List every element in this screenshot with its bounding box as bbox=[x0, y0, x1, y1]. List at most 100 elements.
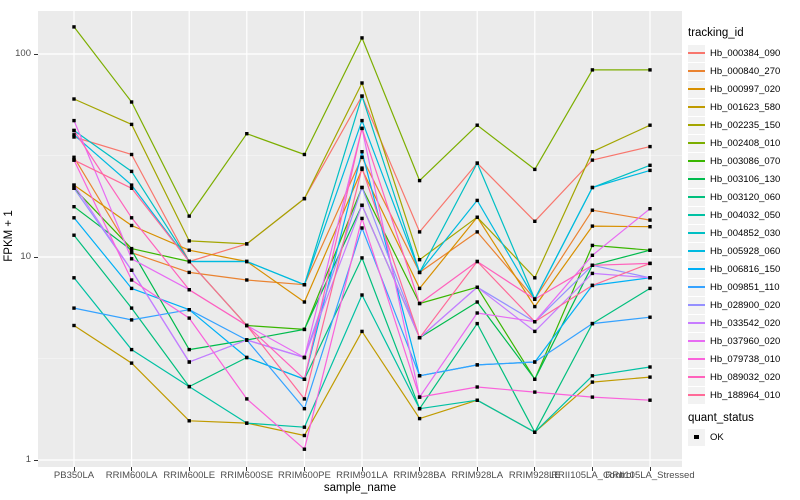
legend-entry-label: Hb_004032_050 bbox=[710, 209, 781, 221]
data-point bbox=[302, 300, 307, 304]
data-point bbox=[72, 118, 76, 123]
data-point bbox=[417, 395, 422, 399]
legend-entry-Hb_001623_580: Hb_001623_580 bbox=[688, 98, 800, 116]
legend-entry-Hb_079738_010: Hb_079738_010 bbox=[688, 350, 800, 368]
legend-key bbox=[688, 386, 705, 404]
data-point bbox=[648, 163, 652, 167]
legend-entry-label: Hb_079738_010 bbox=[710, 353, 781, 365]
legend-entry-label: Hb_004852_030 bbox=[710, 227, 781, 239]
legend-entry-Hb_188964_010: Hb_188964_010 bbox=[688, 386, 800, 404]
data-point bbox=[72, 276, 76, 280]
data-point bbox=[187, 384, 191, 389]
data-point bbox=[72, 135, 76, 139]
x-tick-label-RRIM928LA: RRIM928LA bbox=[451, 470, 504, 481]
legend-key bbox=[688, 224, 705, 242]
data-point bbox=[187, 248, 191, 252]
legend-color-line bbox=[688, 214, 705, 216]
data-point bbox=[129, 223, 134, 228]
data-point bbox=[302, 327, 307, 332]
legend-entry-label: Hb_003086_070 bbox=[710, 155, 781, 167]
x-tick-label-RRIM600LA: RRIM600LA bbox=[105, 470, 158, 481]
square-point-icon bbox=[694, 434, 699, 440]
data-point bbox=[129, 216, 134, 220]
x-tick-mark bbox=[246, 467, 248, 471]
data-point bbox=[648, 218, 652, 222]
data-point bbox=[360, 166, 364, 170]
data-point bbox=[475, 300, 479, 304]
legend-color-line bbox=[688, 160, 705, 162]
data-point bbox=[475, 285, 479, 289]
legend-entry-Hb_004852_030: Hb_004852_030 bbox=[688, 224, 800, 242]
x-axis-title: sample_name bbox=[323, 482, 397, 494]
data-point bbox=[129, 251, 134, 255]
data-point bbox=[129, 306, 134, 310]
legend-entry-label: Hb_003120_060 bbox=[710, 191, 781, 203]
data-point bbox=[72, 216, 76, 220]
legend-key bbox=[688, 152, 705, 170]
data-point bbox=[475, 385, 479, 389]
x-tick-mark bbox=[361, 467, 363, 471]
legend-entry-ok: OK bbox=[688, 428, 800, 446]
data-point bbox=[475, 363, 479, 367]
data-point bbox=[648, 315, 652, 319]
data-point bbox=[129, 257, 134, 261]
data-point bbox=[533, 360, 537, 364]
data-point bbox=[533, 329, 537, 334]
y-tick-label: 100 bbox=[15, 48, 31, 59]
data-point bbox=[590, 321, 595, 326]
y-tick-label: 1 bbox=[25, 454, 31, 465]
x-tick-mark bbox=[303, 467, 305, 471]
data-point bbox=[533, 276, 537, 280]
data-point bbox=[72, 133, 76, 137]
legend-entry-Hb_037960_020: Hb_037960_020 bbox=[688, 332, 800, 350]
data-point bbox=[360, 118, 364, 123]
data-point bbox=[590, 271, 595, 276]
data-point bbox=[417, 178, 422, 183]
data-point bbox=[302, 377, 307, 381]
data-point bbox=[417, 374, 422, 378]
data-point bbox=[475, 259, 479, 264]
x-tick-label-RRII105LA_Stressed: RRII105LA_Stressed bbox=[605, 470, 695, 481]
legend-entry-label: Hb_002408_010 bbox=[710, 137, 781, 149]
legend-entry-label: Hb_033542_020 bbox=[710, 317, 781, 329]
data-point bbox=[590, 185, 595, 190]
legend-entry-Hb_028900_020: Hb_028900_020 bbox=[688, 296, 800, 314]
data-point bbox=[302, 425, 307, 429]
data-point bbox=[245, 278, 249, 282]
data-point bbox=[129, 278, 134, 282]
data-point bbox=[72, 306, 76, 310]
data-point bbox=[360, 150, 364, 154]
data-point bbox=[302, 433, 307, 438]
legend-entry-label: Hb_000997_020 bbox=[710, 83, 781, 95]
data-point bbox=[72, 183, 76, 187]
legend-key bbox=[688, 62, 705, 80]
y-tick-label: 10 bbox=[20, 251, 31, 262]
data-point bbox=[129, 100, 134, 104]
x-tick-label-RRIM928LE: RRIM928LE bbox=[508, 470, 561, 481]
data-point bbox=[590, 208, 595, 212]
legend-color-line bbox=[688, 232, 705, 234]
x-tick-label-RRIM600PE: RRIM600PE bbox=[277, 470, 331, 481]
y-tick-mark bbox=[34, 53, 38, 55]
data-point bbox=[475, 198, 479, 203]
data-point bbox=[533, 297, 537, 301]
data-point bbox=[417, 286, 422, 291]
legend-color-line bbox=[688, 340, 705, 342]
legend-color-line bbox=[688, 394, 705, 396]
legend-key bbox=[688, 314, 705, 332]
data-point bbox=[245, 397, 249, 401]
data-point bbox=[360, 256, 364, 260]
data-point bbox=[187, 316, 191, 320]
data-point bbox=[475, 230, 479, 234]
x-tick-mark bbox=[131, 467, 133, 471]
data-point bbox=[360, 126, 364, 131]
legend-color-line bbox=[688, 376, 705, 378]
legend-entry-label: Hb_000384_090 bbox=[710, 47, 781, 59]
data-point bbox=[533, 390, 537, 394]
data-point bbox=[245, 132, 249, 136]
data-point bbox=[648, 225, 652, 229]
data-point bbox=[590, 150, 595, 154]
data-point bbox=[648, 365, 652, 369]
data-point bbox=[129, 183, 134, 187]
data-point bbox=[129, 347, 134, 352]
